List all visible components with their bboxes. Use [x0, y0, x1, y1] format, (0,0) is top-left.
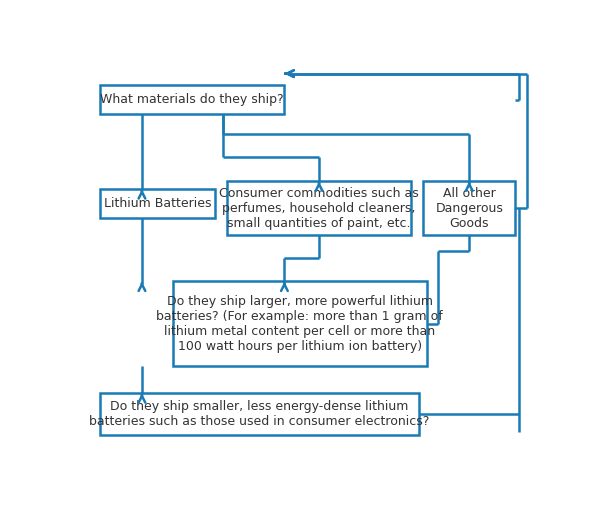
- Text: Consumer commodities such as
perfumes, household cleaners,
small quantities of p: Consumer commodities such as perfumes, h…: [219, 187, 419, 230]
- FancyBboxPatch shape: [423, 181, 515, 235]
- Text: Do they ship larger, more powerful lithium
batteries? (For example: more than 1 : Do they ship larger, more powerful lithi…: [157, 295, 443, 353]
- FancyBboxPatch shape: [100, 393, 419, 435]
- FancyBboxPatch shape: [100, 85, 284, 114]
- FancyBboxPatch shape: [173, 281, 427, 366]
- Text: Lithium Batteries: Lithium Batteries: [104, 197, 211, 210]
- Text: What materials do they ship?: What materials do they ship?: [100, 93, 284, 107]
- FancyBboxPatch shape: [227, 181, 412, 235]
- Text: All other
Dangerous
Goods: All other Dangerous Goods: [435, 187, 503, 230]
- FancyBboxPatch shape: [100, 189, 215, 218]
- Text: Do they ship smaller, less energy-dense lithium
batteries such as those used in : Do they ship smaller, less energy-dense …: [89, 400, 430, 428]
